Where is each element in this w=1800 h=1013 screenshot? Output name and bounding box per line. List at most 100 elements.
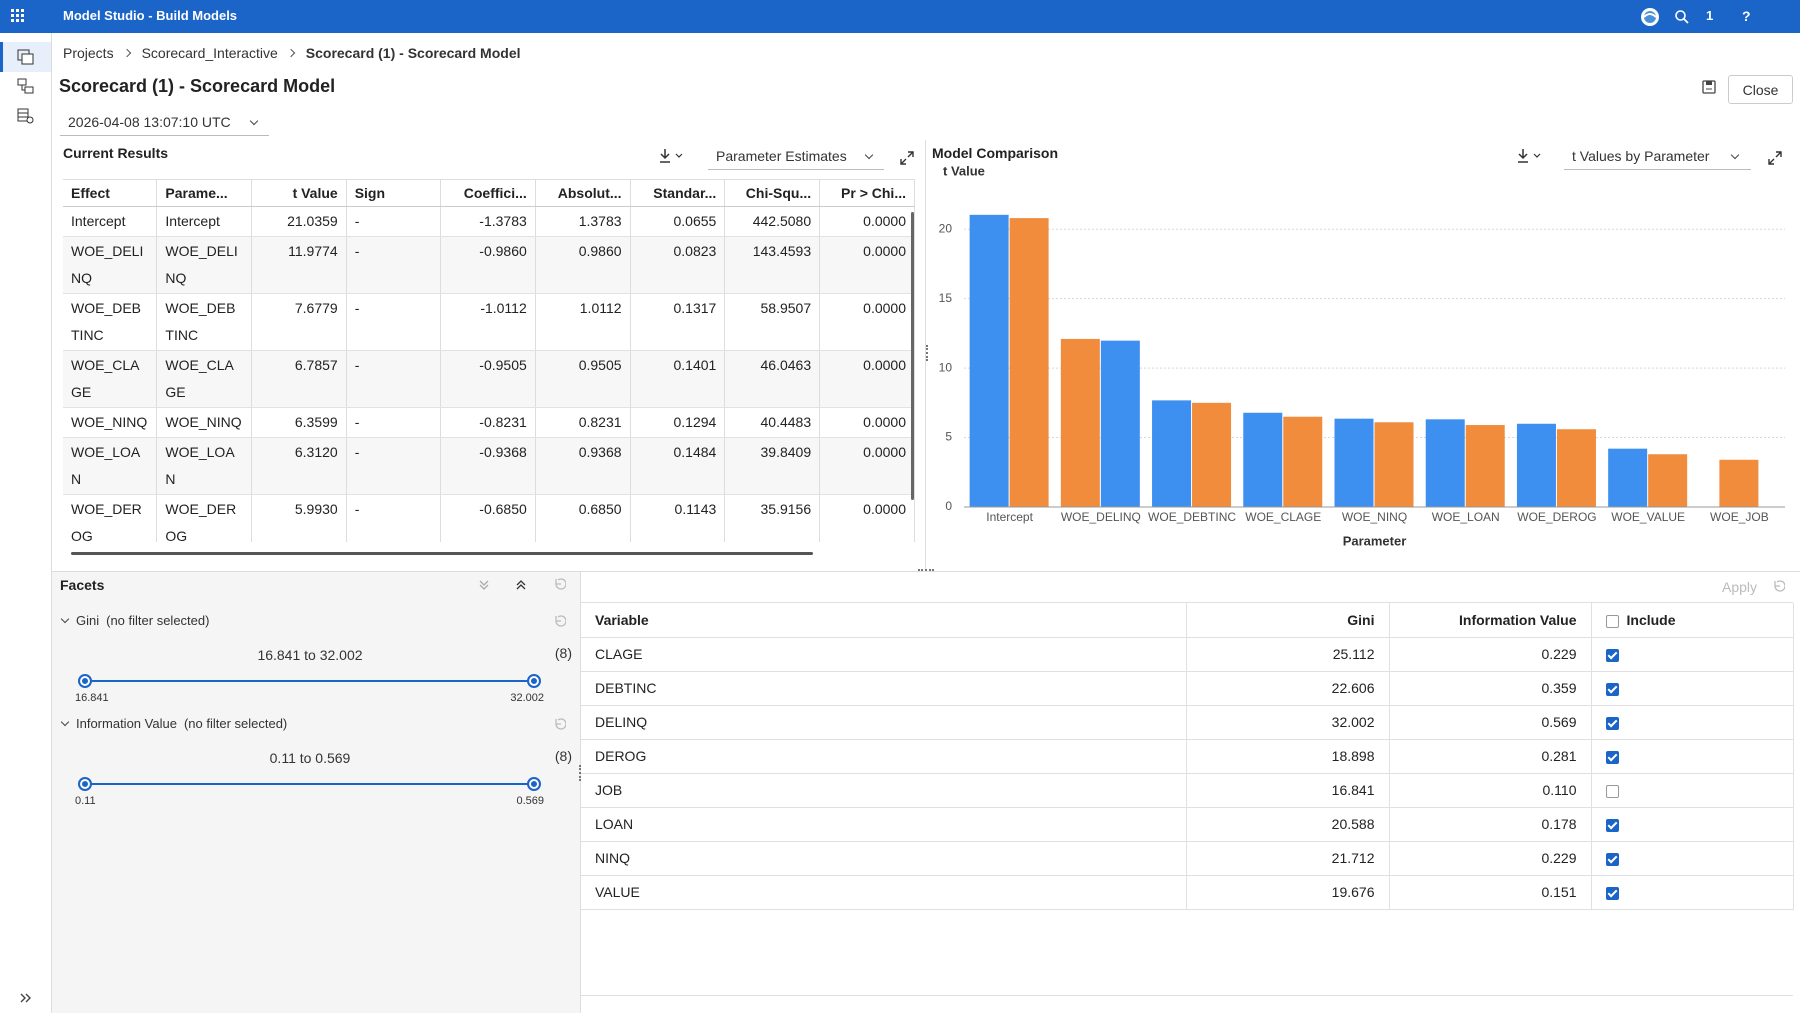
slider-handle[interactable] [527,674,541,688]
column-header[interactable]: Absolut... [535,180,630,207]
table-cell: CLAGE [581,637,1186,671]
slider-handle[interactable] [78,777,92,791]
table-cell: - [346,294,440,351]
table-cell: 1.3783 [535,207,630,237]
slider-handle[interactable] [527,777,541,791]
x-axis-label: Parameter [1343,533,1407,548]
table-cell: 0.0000 [820,495,915,543]
column-header[interactable]: Standar... [630,180,725,207]
nav-icon[interactable] [17,108,35,124]
bar [1283,417,1322,507]
table-cell: 0.1401 [630,351,725,408]
section-title: Current Results [63,145,168,161]
table-row: JOB16.8410.110 [581,773,1793,807]
table-cell: 22.606 [1186,671,1389,705]
column-header[interactable]: Variable [581,603,1186,637]
table-cell: 442.5080 [725,207,820,237]
side-nav [0,33,52,1013]
include-checkbox[interactable] [1606,887,1619,900]
table-cell: 35.9156 [725,495,820,543]
column-header[interactable]: Chi-Squ... [725,180,820,207]
table-cell: VALUE [581,875,1186,909]
column-header[interactable]: Include [1591,603,1793,637]
column-header[interactable]: Coeffici... [441,180,536,207]
include-checkbox[interactable] [1606,785,1619,798]
nav-item-active[interactable] [0,42,51,72]
include-checkbox[interactable] [1606,717,1619,730]
scrollbar-vertical[interactable] [911,212,914,500]
help-button[interactable]: ? [1742,8,1751,24]
table-cell: LOAN [581,807,1186,841]
table-cell: - [346,408,440,438]
user-avatar[interactable] [1640,7,1660,27]
table-cell [1591,807,1793,841]
view-label: Parameter Estimates [716,148,847,164]
apply-button[interactable]: Apply [1722,579,1757,595]
table-cell: - [346,207,440,237]
breadcrumb-item[interactable]: Projects [63,45,114,61]
scrollbar-horizontal[interactable] [71,552,813,555]
facets-title: Facets [60,577,104,593]
search-icon[interactable] [1674,9,1690,25]
table-cell: 0.0823 [630,237,725,294]
column-header[interactable]: Parame... [157,180,252,207]
facet-header[interactable]: Gini(no filter selected) [60,613,209,628]
expand-nav-icon[interactable] [19,992,33,1004]
table-cell: 0.229 [1389,637,1591,671]
column-label: Variable [595,612,649,628]
bar [1608,449,1647,507]
facet-chevron [61,614,69,622]
reset-icon[interactable] [552,717,566,731]
include-checkbox[interactable] [1606,751,1619,764]
app-title: Model Studio - Build Models [63,8,237,23]
table-cell: 19.676 [1186,875,1389,909]
table-cell: 40.4483 [725,408,820,438]
table-cell: WOE_DELINQ [157,237,252,294]
include-checkbox[interactable] [1606,853,1619,866]
chart: t ValueParameter05101520InterceptWOE_DEL… [930,160,1795,565]
table-row: DEBTINC22.6060.359 [581,671,1793,705]
resize-handle[interactable] [918,569,934,573]
reset-icon[interactable] [1771,579,1785,593]
nav-icon [17,49,35,65]
facet-header[interactable]: Information Value(no filter selected) [60,716,287,731]
include-checkbox[interactable] [1606,819,1619,832]
nav-icon[interactable] [17,78,35,94]
table-cell: -0.9368 [441,438,536,495]
collapse-all-icon[interactable] [478,579,490,591]
notification-count[interactable]: 1 [1706,8,1713,23]
include-checkbox[interactable] [1606,649,1619,662]
column-header[interactable]: t Value [252,180,347,207]
table-cell: WOE_NINQ [157,408,252,438]
save-icon[interactable] [1701,79,1717,95]
top-bar: Model Studio - Build Models 1 ? [0,0,1800,33]
timestamp-dropdown[interactable]: 2026-04-08 13:07:10 UTC [60,109,269,136]
maximize-icon[interactable] [899,150,915,166]
breadcrumb-separator [122,49,130,57]
table-cell: 0.281 [1389,739,1591,773]
checkbox[interactable] [1606,615,1619,628]
expand-all-icon[interactable] [515,579,527,591]
column-header[interactable]: Information Value [1389,603,1591,637]
column-header[interactable]: Pr > Chi... [820,180,915,207]
facet-status: (no filter selected) [106,613,209,628]
table-cell: DELINQ [581,705,1186,739]
include-checkbox[interactable] [1606,683,1619,696]
slider-handle[interactable] [78,674,92,688]
y-tick-label: 10 [939,360,953,374]
column-header[interactable]: Gini [1186,603,1389,637]
table-cell: 0.1484 [630,438,725,495]
column-label: Gini [1347,612,1374,628]
reset-icon[interactable] [552,577,566,591]
table-cell [1591,739,1793,773]
breadcrumb-item: Scorecard (1) - Scorecard Model [306,45,521,61]
app-menu-icon[interactable] [11,9,25,23]
view-dropdown[interactable]: Parameter Estimates [708,143,884,170]
close-button[interactable]: Close [1728,75,1793,104]
column-header[interactable]: Sign [346,180,440,207]
reset-icon[interactable] [552,614,566,628]
download-icon[interactable] [659,148,685,164]
breadcrumb-item[interactable]: Scorecard_Interactive [142,45,278,61]
slider-track [85,783,534,785]
column-header[interactable]: Effect [63,180,157,207]
